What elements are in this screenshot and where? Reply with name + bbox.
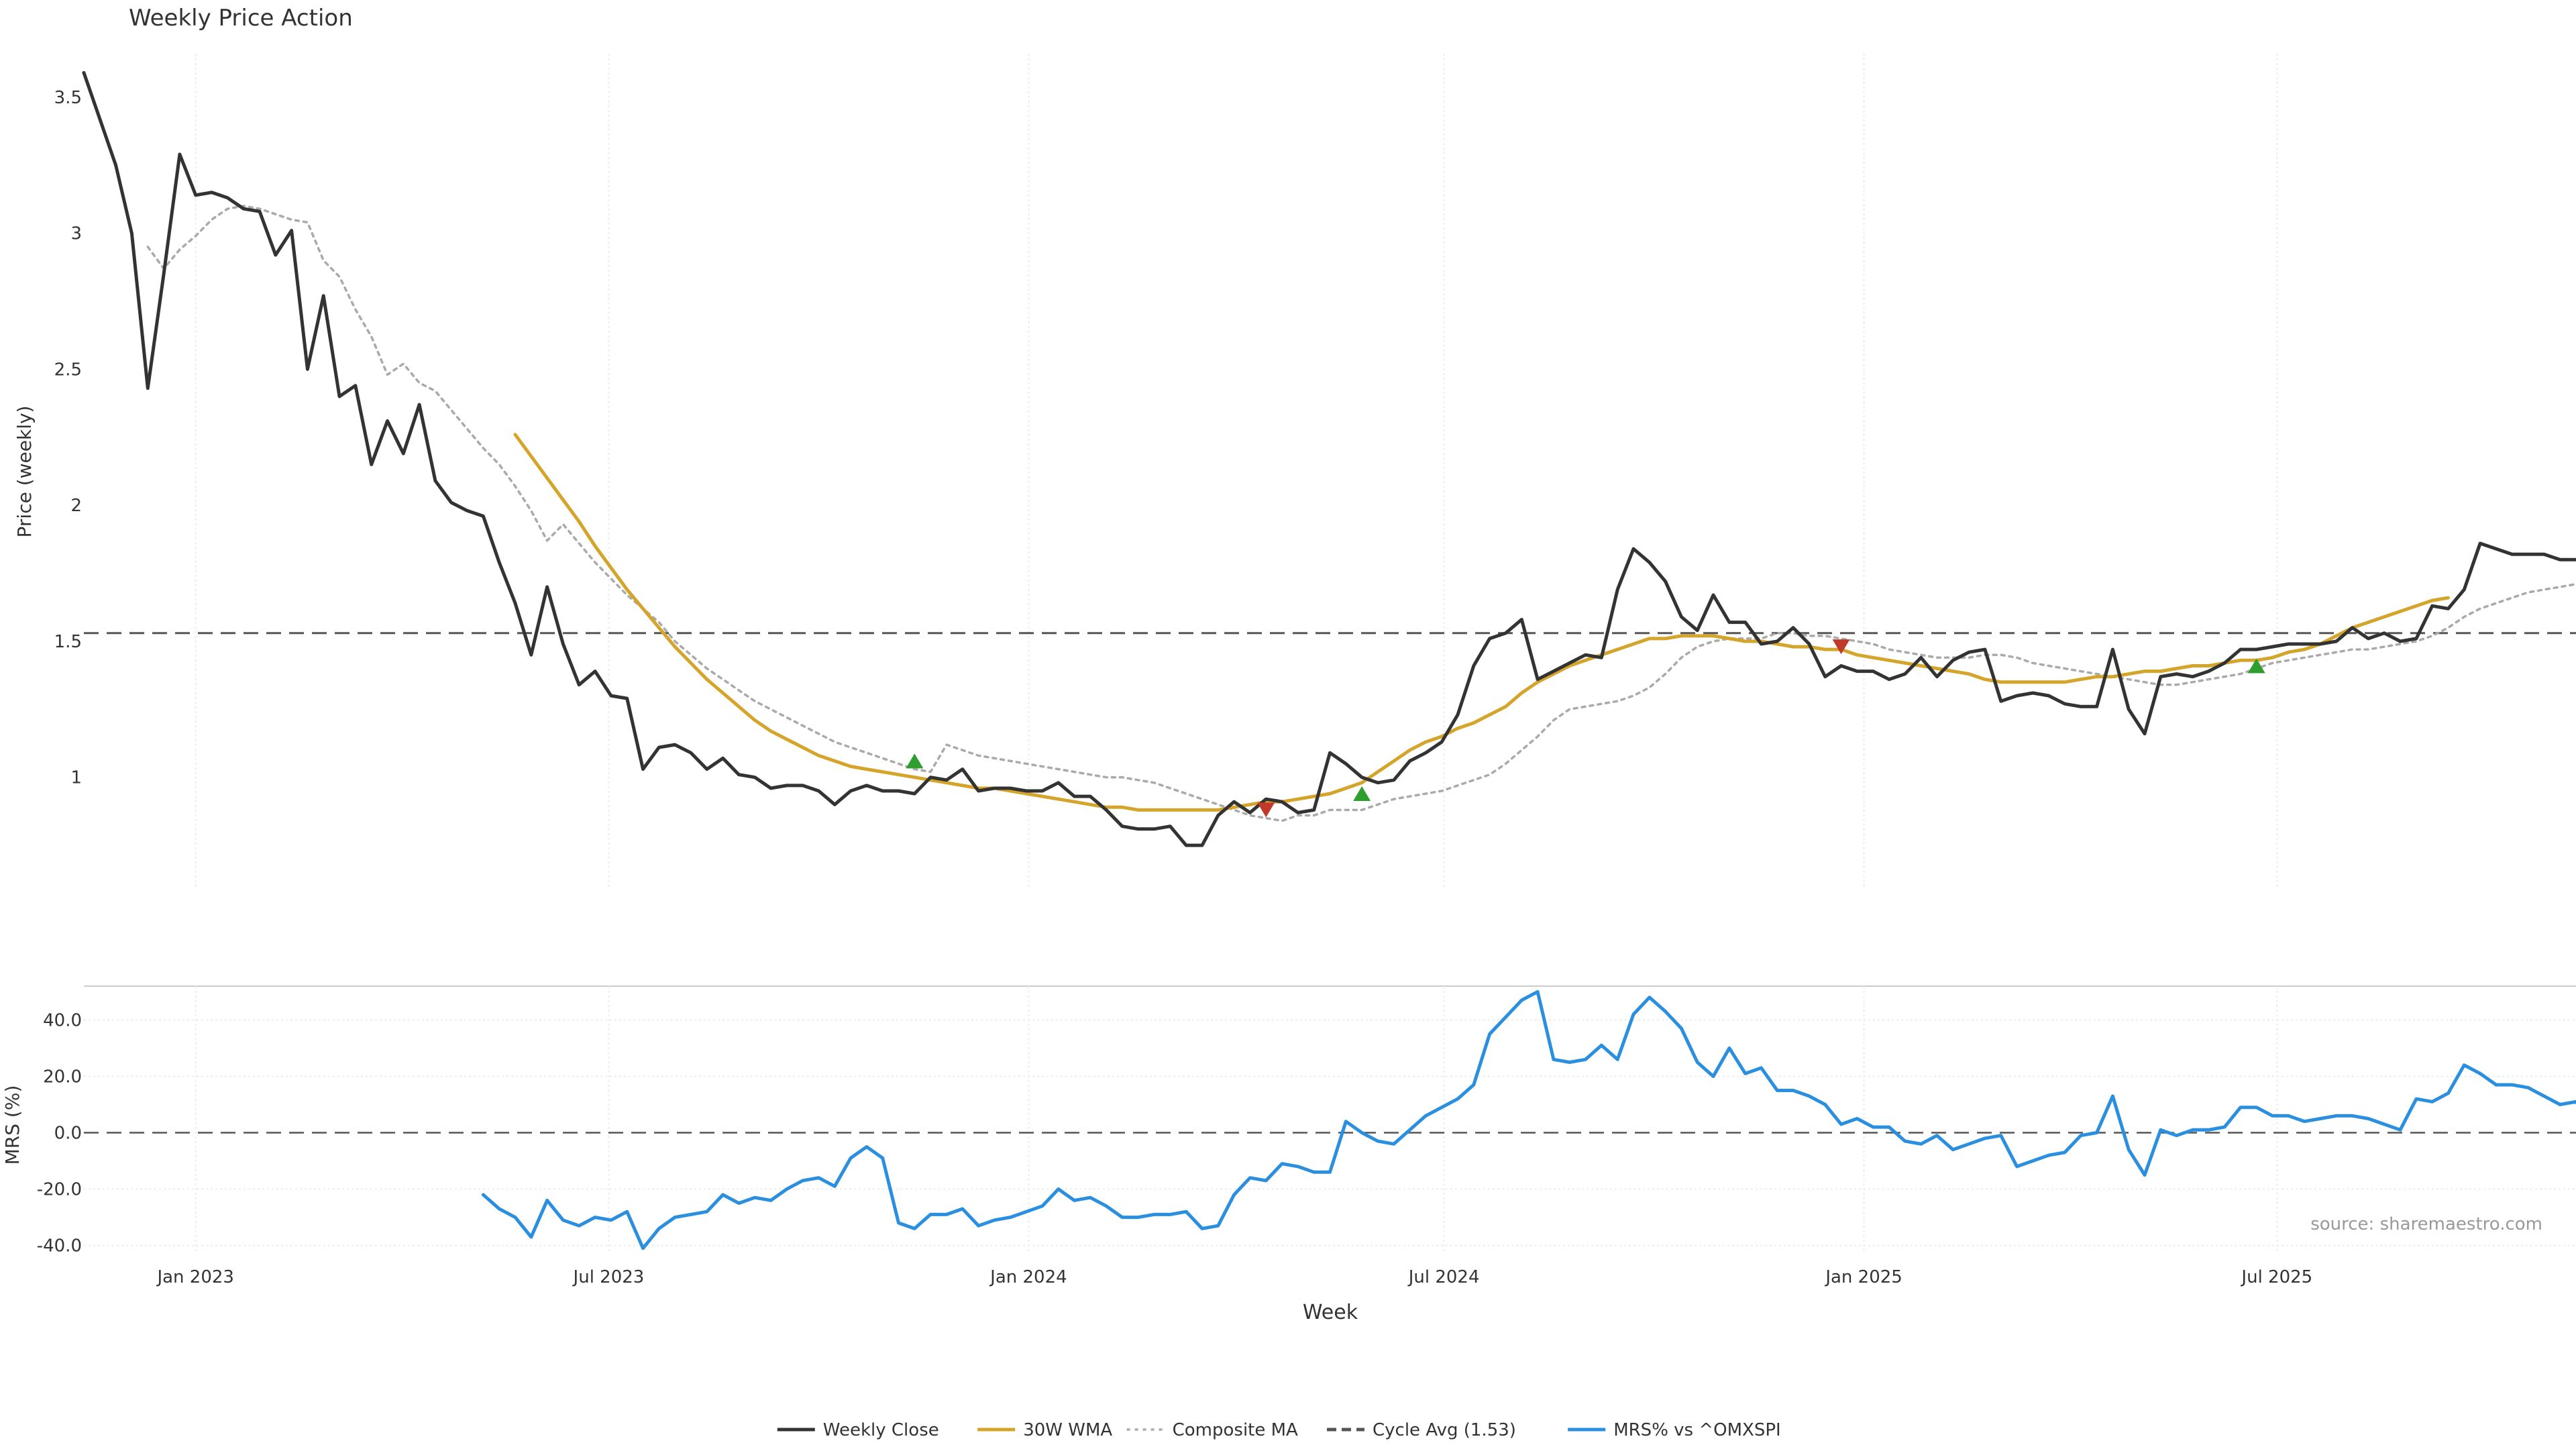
price-y-tick-label: 1 [70, 768, 82, 788]
x-tick-label: Jan 2025 [1824, 1267, 1902, 1287]
legend-label: 30W WMA [1023, 1420, 1112, 1440]
legend-label: Composite MA [1173, 1420, 1298, 1440]
x-tick-label: Jul 2024 [1407, 1267, 1480, 1287]
mrs-y-tick-label: -20.0 [37, 1180, 82, 1200]
price-composite-ma-line [146, 205, 2576, 822]
price-y-tick-label: 2 [70, 496, 82, 516]
price-y-tick-label: 3 [70, 224, 82, 244]
x-axis-label: Week [1303, 1301, 1358, 1324]
mrs-y-tick-label: 20.0 [43, 1067, 82, 1087]
price-y-tick-label: 3.5 [54, 88, 82, 108]
buy-signal-marker [906, 753, 924, 769]
price-y-tick-label: 1.5 [54, 632, 82, 652]
price-30w-wma-line [513, 433, 2450, 812]
signal-markers [906, 639, 2265, 818]
mrs-y-gridlines [84, 1019, 2576, 1246]
legend-label: Weekly Close [823, 1420, 939, 1440]
buy-signal-marker [2247, 658, 2265, 674]
price-y-tick-labels: 1 1.5 2 2.5 3 3.5 [54, 88, 82, 788]
price-chart-title: Weekly Price Action [129, 5, 353, 32]
mrs-y-tick-label: -40.0 [37, 1236, 82, 1256]
x-tick-label: Jul 2025 [2240, 1267, 2312, 1287]
price-weekly-close-line [82, 70, 2576, 847]
mrs-mrs-vs-omxspi-line [481, 989, 2576, 1250]
price-x-gridlines [195, 54, 2278, 889]
x-tick-label: Jan 2023 [156, 1267, 234, 1287]
mrs-series [481, 989, 2576, 1250]
price-panel: Weekly Price Action 1 1.5 2 2.5 3 3.5 Price (… [13, 5, 2576, 889]
price-y-tick-label: 2.5 [54, 360, 82, 380]
price-y-axis-label: Price (weekly) [13, 406, 36, 538]
x-tick-label: Jan 2024 [989, 1267, 1067, 1287]
mrs-y-tick-label: 0.0 [54, 1124, 82, 1144]
legend-label: MRS% vs ^OMXSPI [1613, 1420, 1781, 1440]
mrs-y-tick-label: 40.0 [43, 1010, 82, 1030]
sell-signal-marker [1832, 639, 1850, 655]
x-tick-label: Jul 2023 [572, 1267, 645, 1287]
source-annotation: source: sharemaestro.com [2310, 1214, 2542, 1234]
mrs-panel: -40.0 -20.0 0.0 20.0 40.0 MRS (%) source: sh… [1, 985, 2576, 1324]
buy-signal-marker [1353, 786, 1371, 802]
legend: Weekly Close 30W WMA Composite MA Cycle Avg… [777, 1420, 1781, 1440]
price-series [82, 70, 2576, 847]
x-tick-labels: Jan 2023 Jul 2023 Jan 2024 Jul 2024 Jan 2025… [156, 1267, 2312, 1287]
mrs-y-axis-label: MRS (%) [1, 1085, 23, 1165]
legend-label: Cycle Avg (1.53) [1373, 1420, 1516, 1440]
sell-signal-marker [1257, 802, 1275, 818]
mrs-x-gridlines [195, 986, 2278, 1251]
mrs-y-tick-labels: -40.0 -20.0 0.0 20.0 40.0 [37, 1010, 82, 1256]
